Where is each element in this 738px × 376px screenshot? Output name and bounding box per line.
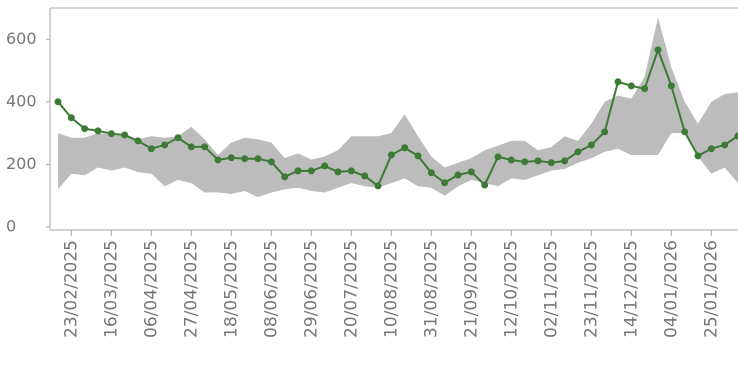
point bbox=[401, 144, 408, 151]
point bbox=[361, 172, 368, 179]
point bbox=[415, 152, 422, 159]
point bbox=[535, 157, 542, 164]
point bbox=[681, 128, 688, 135]
point bbox=[201, 143, 208, 150]
point bbox=[228, 154, 235, 161]
point bbox=[615, 78, 622, 85]
point bbox=[495, 153, 502, 160]
range-band bbox=[58, 17, 738, 197]
point bbox=[321, 162, 328, 169]
point bbox=[388, 151, 395, 158]
point bbox=[481, 181, 488, 188]
point bbox=[628, 82, 635, 89]
point bbox=[175, 134, 182, 141]
point bbox=[521, 158, 528, 165]
x-tick-label: 23/11/2025 bbox=[581, 240, 601, 338]
x-tick-label: 25/01/2026 bbox=[701, 240, 721, 338]
point bbox=[561, 157, 568, 164]
x-tick-label: 12/10/2025 bbox=[501, 240, 521, 338]
point bbox=[668, 82, 675, 89]
point bbox=[441, 179, 448, 186]
point bbox=[348, 167, 355, 174]
point bbox=[215, 156, 222, 163]
point bbox=[428, 169, 435, 176]
point bbox=[268, 158, 275, 165]
point bbox=[295, 167, 302, 174]
point bbox=[108, 130, 115, 137]
x-tick-label: 31/08/2025 bbox=[421, 240, 441, 338]
point bbox=[81, 125, 88, 132]
point bbox=[601, 128, 608, 135]
point bbox=[148, 145, 155, 152]
point bbox=[308, 167, 315, 174]
x-tick-label: 08/06/2025 bbox=[261, 240, 281, 338]
point bbox=[588, 141, 595, 148]
x-tick-label: 14/12/2025 bbox=[621, 240, 641, 338]
x-tick-label: 02/11/2025 bbox=[541, 240, 561, 338]
point bbox=[55, 98, 62, 105]
point bbox=[188, 143, 195, 150]
point bbox=[695, 152, 702, 159]
x-tick-label: 21/09/2025 bbox=[461, 240, 481, 338]
point bbox=[548, 159, 555, 166]
point bbox=[455, 171, 462, 178]
point bbox=[708, 145, 715, 152]
x-tick-label: 20/07/2025 bbox=[341, 240, 361, 338]
x-tick-label: 10/08/2025 bbox=[381, 240, 401, 338]
point bbox=[721, 141, 728, 148]
x-tick-label: 23/02/2025 bbox=[61, 240, 81, 338]
point bbox=[281, 173, 288, 180]
point bbox=[241, 155, 248, 162]
x-tick-label: 18/05/2025 bbox=[221, 240, 241, 338]
point bbox=[95, 127, 102, 134]
point bbox=[468, 168, 475, 175]
point bbox=[255, 155, 262, 162]
point bbox=[335, 168, 342, 175]
point bbox=[655, 46, 662, 53]
point bbox=[375, 182, 382, 189]
point bbox=[135, 137, 142, 144]
y-tick-label: 600 bbox=[6, 29, 37, 48]
y-tick-label: 400 bbox=[6, 91, 37, 110]
point bbox=[641, 85, 648, 92]
x-tick-label: 29/06/2025 bbox=[301, 240, 321, 338]
x-tick-label: 06/04/2025 bbox=[141, 240, 161, 338]
y-tick-label: 200 bbox=[6, 154, 37, 173]
x-tick-label: 27/04/2025 bbox=[181, 240, 201, 338]
point bbox=[161, 141, 168, 148]
point bbox=[575, 148, 582, 155]
point bbox=[121, 131, 128, 138]
x-tick-label: 16/03/2025 bbox=[101, 240, 121, 338]
x-tick-label: 04/01/2026 bbox=[661, 240, 681, 338]
point bbox=[68, 114, 75, 121]
point bbox=[508, 156, 515, 163]
y-tick-label: 0 bbox=[6, 216, 16, 235]
